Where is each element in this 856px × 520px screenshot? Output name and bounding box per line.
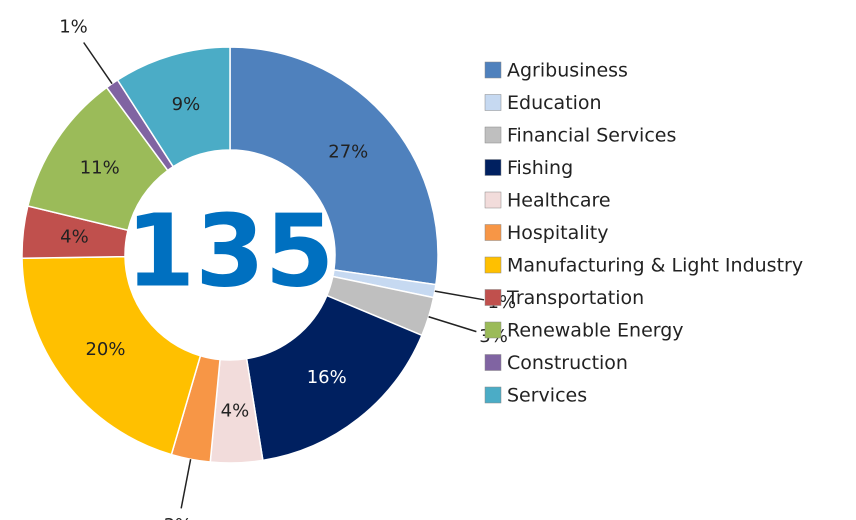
leader-line <box>83 42 113 85</box>
legend-swatch <box>484 321 502 339</box>
data-label: 1% <box>59 17 88 38</box>
legend-label: Hospitality <box>507 222 609 244</box>
data-label: 4% <box>60 227 89 248</box>
legend-swatch <box>484 159 502 176</box>
data-label: 11% <box>80 157 120 178</box>
legend-label: Renewable Energy <box>507 320 684 342</box>
legend-swatch <box>484 354 502 371</box>
legend-label: Construction <box>507 352 628 374</box>
leader-line <box>428 316 477 333</box>
legend-swatch <box>484 94 502 111</box>
data-label: 16% <box>307 367 347 388</box>
slice <box>21 255 202 456</box>
data-label: 20% <box>85 339 125 360</box>
legend-swatch <box>484 224 502 241</box>
legend-label: Healthcare <box>507 190 611 212</box>
legend-swatch <box>484 256 502 274</box>
legend-label: Financial Services <box>507 125 676 147</box>
center-label: 135 <box>126 192 335 309</box>
leader-line <box>180 459 192 509</box>
legend-swatch <box>484 126 502 144</box>
legend-swatch <box>484 386 502 404</box>
legend-swatch <box>484 289 502 306</box>
data-label: 4% <box>221 400 250 421</box>
slice <box>116 46 231 168</box>
legend-label: Agribusiness <box>507 60 628 82</box>
slices <box>21 46 439 464</box>
leader-line <box>434 290 485 301</box>
data-label: 3% <box>163 515 192 520</box>
slice <box>229 46 439 286</box>
legend-swatch <box>484 61 502 79</box>
legend-label: Education <box>507 92 602 114</box>
legend-label: Fishing <box>507 157 573 179</box>
legend-swatch <box>484 191 502 209</box>
legend-label: Manufacturing & Light Industry <box>507 255 803 277</box>
data-label: 9% <box>172 94 201 115</box>
data-label: 27% <box>328 142 368 163</box>
legend-label: Transportation <box>506 287 644 309</box>
slice <box>245 294 423 462</box>
legend-label: Services <box>507 385 587 407</box>
